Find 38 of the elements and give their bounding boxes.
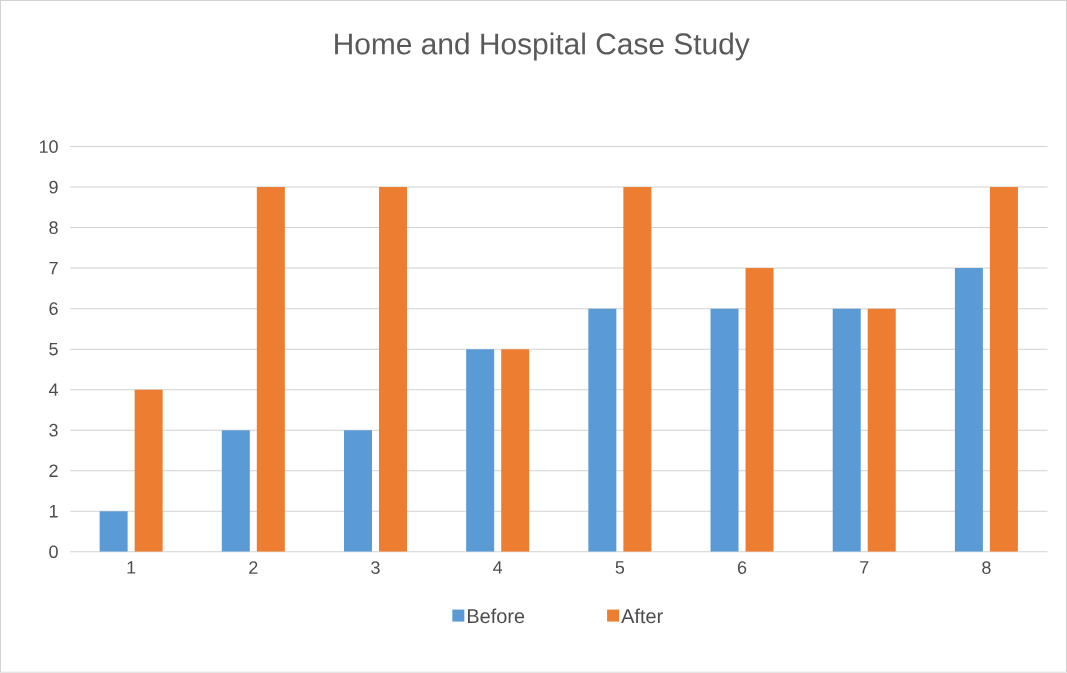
y-tick-label: 0	[49, 545, 58, 559]
chart-title: Home and Hospital Case Study	[335, 32, 750, 61]
bar	[99, 511, 128, 552]
bar	[867, 308, 896, 552]
y-tick-label: 1	[49, 505, 58, 518]
bar	[466, 349, 495, 552]
x-tick-label: 5	[615, 561, 625, 574]
x-tick-label: 3	[371, 561, 380, 575]
y-tick-label: 10	[39, 140, 58, 153]
x-tick-label: 6	[737, 561, 747, 575]
y-tick-label: 2	[49, 464, 58, 478]
x-tick-label: 1	[127, 561, 136, 574]
bar	[501, 349, 530, 552]
bar	[710, 308, 739, 552]
bar	[379, 187, 408, 552]
bar	[745, 268, 774, 552]
x-tick-label: 7	[860, 561, 869, 574]
legend-label: Before	[467, 608, 525, 624]
x-tick-label: 4	[493, 561, 503, 574]
y-tick-label: 6	[49, 302, 58, 316]
bar	[832, 308, 861, 552]
bar	[623, 187, 652, 552]
x-tick-label: 8	[982, 561, 991, 575]
y-tick-label: 8	[49, 221, 58, 235]
y-tick-label: 4	[48, 383, 58, 396]
bar	[221, 430, 250, 552]
legend-label: After	[621, 608, 663, 624]
y-tick-label: 7	[49, 262, 58, 275]
bar	[256, 187, 285, 552]
bar	[989, 187, 1018, 552]
x-tick-label: 2	[249, 561, 258, 574]
bar	[134, 389, 163, 552]
y-tick-label: 9	[49, 180, 58, 194]
bar	[343, 430, 372, 552]
y-tick-label: 3	[49, 423, 58, 437]
bar	[588, 308, 617, 552]
bar	[954, 268, 983, 552]
y-tick-label: 5	[49, 342, 58, 356]
